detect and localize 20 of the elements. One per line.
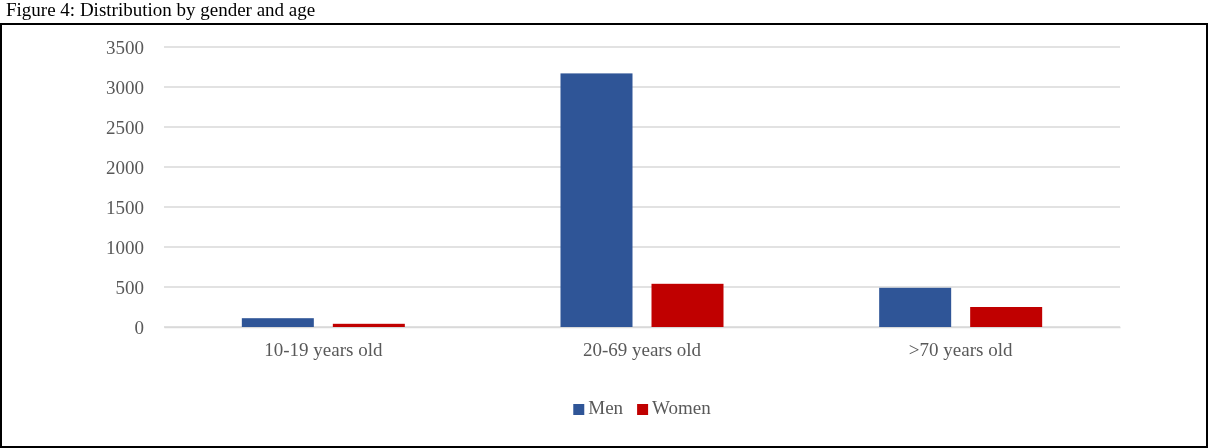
y-tick-label: 3000 xyxy=(106,76,144,98)
bar xyxy=(332,323,405,327)
legend-label: Men xyxy=(588,397,624,418)
legend-label: Women xyxy=(652,397,712,418)
x-tick-label: >70 years old xyxy=(908,339,1013,361)
y-tick-label: 1500 xyxy=(106,196,144,218)
chart-title: Figure 4: Distribution by gender and age xyxy=(6,0,316,20)
bar xyxy=(560,73,633,327)
bar xyxy=(241,318,314,327)
y-tick-label: 0 xyxy=(134,316,144,338)
x-tick-label: 10-19 years old xyxy=(264,339,383,361)
y-tick-label: 3500 xyxy=(106,36,144,58)
y-tick-label: 500 xyxy=(115,276,144,298)
y-tick-label: 2000 xyxy=(106,156,144,178)
y-tick-label: 2500 xyxy=(106,116,144,138)
bar xyxy=(970,307,1043,327)
y-tick-label: 1000 xyxy=(106,236,144,258)
bar xyxy=(651,283,724,327)
x-tick-label: 20-69 years old xyxy=(582,339,702,361)
bar xyxy=(879,287,952,327)
